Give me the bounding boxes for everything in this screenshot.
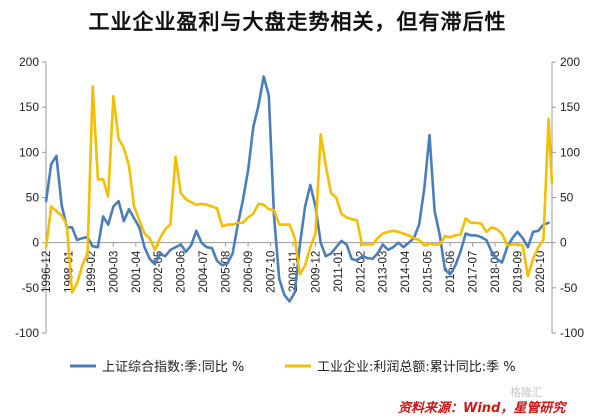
x-tick-label: 2012-02: [355, 251, 367, 293]
chart-legend: 上证综合指数:季:同比 % 工业企业:利润总额:累计同比:季 %: [70, 359, 516, 375]
x-tick-label: 1996-12: [41, 251, 53, 293]
chart-axes: -100 -50 0 50 100 150 200 -100 -50 0 50 100 150 200 19…: [15, 55, 584, 340]
y-tick-label: -50: [22, 281, 40, 295]
x-tick-label: 2017-07: [468, 251, 480, 293]
x-tick-label: 2003-06: [176, 251, 188, 293]
chart-title: 工业企业盈利与大盘走势相关，但有滞后性: [88, 10, 507, 34]
x-tick-label: 2019-09: [512, 251, 524, 293]
x-tick-label: 2009-12: [310, 251, 322, 293]
y-tick-label: 200: [19, 55, 39, 69]
x-tick-label: 2006-09: [243, 251, 255, 293]
y2-tick-label: 200: [560, 55, 580, 69]
x-tick-label: 2014-04: [400, 250, 412, 293]
x-tick-label: 2015-05: [423, 251, 435, 293]
x-tick-label: 2004-07: [198, 251, 210, 293]
y-tick-label: 100: [19, 145, 39, 159]
x-tick-label: 2000-03: [108, 251, 120, 293]
x-tick-label: 2020-10: [535, 251, 547, 293]
y2-tick-label: 0: [560, 236, 567, 250]
x-tick-label: 2001-04: [131, 250, 143, 293]
series-line-sse-index: [44, 75, 550, 303]
x-tick-label: 2007-10: [266, 251, 278, 293]
y-tick-label: -100: [15, 326, 39, 340]
y2-tick-label: 150: [560, 100, 580, 114]
y2-tick-label: -100: [560, 326, 584, 340]
y2-tick-label: 50: [560, 191, 574, 205]
watermark: 格隆汇: [510, 386, 543, 399]
y-tick-label: 50: [26, 191, 40, 205]
source-note: 资料来源：Wind，星管研究: [398, 401, 566, 416]
legend-label: 上证综合指数:季:同比 %: [102, 360, 244, 375]
y-tick-label: 0: [32, 236, 39, 250]
y2-tick-label: 100: [560, 145, 580, 159]
y-tick-label: 150: [19, 100, 39, 114]
x-tick-label: 2013-03: [378, 251, 390, 293]
chart-series: [44, 75, 554, 303]
legend-label: 工业企业:利润总额:累计同比:季 %: [317, 359, 516, 375]
x-tick-label: 2011-01: [333, 251, 345, 292]
x-tick-label: 1999-02: [86, 251, 98, 293]
y2-tick-label: -50: [560, 281, 578, 295]
series-line-industrial-profit: [44, 85, 554, 294]
